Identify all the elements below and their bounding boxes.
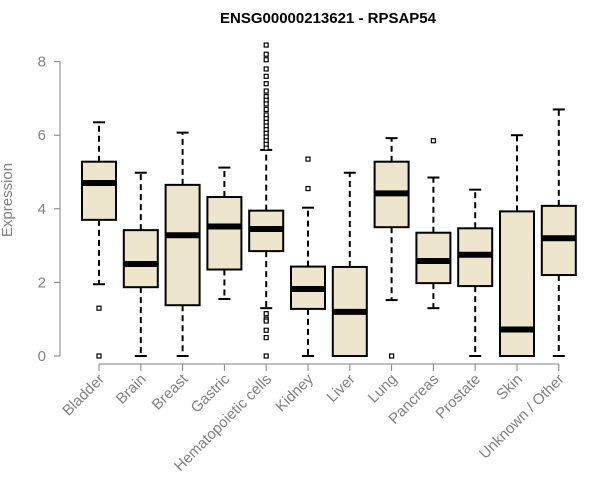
outlier-bladder-0 [96, 305, 102, 311]
x-tick-label-skin: Skin [493, 371, 526, 404]
y-tick-label-6: 6 [38, 127, 46, 144]
x-tick-label-bladder: Bladder [59, 371, 108, 420]
x-tick-label-liver: Liver [324, 371, 359, 406]
outlier-lung-0 [389, 353, 395, 359]
outlier-bladder-1 [96, 353, 102, 359]
outlier-hematopoietic-cells-3 [263, 66, 269, 72]
x-tick-label-prostate: Prostate [432, 371, 484, 423]
outlier-kidney-0 [305, 156, 311, 162]
chart-title: ENSG00000213621 - RPSAP54 [220, 10, 437, 27]
iqr-box-breast [164, 183, 201, 307]
box-unknown-other [540, 108, 577, 357]
outlier-hematopoietic-cells-4 [263, 73, 269, 79]
iqr-box-bladder [81, 160, 117, 221]
plot-area [81, 42, 577, 359]
outlier-hematopoietic-cells-9 [263, 101, 269, 107]
outlier-hematopoietic-cells-5 [263, 81, 269, 87]
box-lung [373, 137, 410, 359]
outlier-hematopoietic-cells-1 [263, 51, 269, 57]
y-tick-label-2: 2 [38, 274, 46, 291]
outlier-hematopoietic-cells-0 [263, 42, 269, 48]
box-skin [499, 134, 535, 357]
y-tick-label-8: 8 [38, 54, 46, 71]
x-tick-label-breast: Breast [149, 370, 192, 413]
y-axis-label: Expression [0, 163, 16, 237]
box-brain [122, 171, 159, 357]
outlier-kidney-1 [305, 185, 311, 192]
box-breast [164, 131, 201, 357]
box-hematopoietic-cells [248, 42, 285, 359]
outlier-hematopoietic-cells-20 [263, 145, 269, 151]
x-tick-label-brain: Brain [113, 371, 150, 408]
iqr-box-gastric [206, 196, 243, 271]
outlier-hematopoietic-cells-2 [263, 57, 269, 63]
outlier-hematopoietic-cells-25 [263, 335, 269, 341]
box-bladder [81, 121, 117, 359]
box-liver [331, 171, 368, 357]
outlier-hematopoietic-cells-26 [263, 353, 269, 359]
y-tick-label-4: 4 [38, 201, 46, 218]
iqr-box-pancreas [415, 231, 452, 285]
outlier-pancreas-0 [430, 138, 436, 144]
iqr-box-brain [122, 229, 159, 289]
outlier-hematopoietic-cells-23 [263, 318, 269, 324]
box-gastric [206, 166, 243, 300]
outlier-hematopoietic-cells-24 [263, 327, 269, 333]
iqr-box-skin [499, 210, 535, 357]
box-pancreas [415, 138, 452, 310]
outlier-hematopoietic-cells-10 [263, 106, 269, 113]
x-tick-label-kidney: Kidney [272, 370, 317, 415]
outlier-hematopoietic-cells-21 [263, 311, 269, 317]
x-tick-label-lung: Lung [365, 371, 401, 407]
outlier-hematopoietic-cells-6 [263, 88, 269, 94]
box-kidney [290, 156, 326, 357]
y-tick-label-0: 0 [38, 348, 46, 365]
box-prostate [457, 188, 494, 357]
